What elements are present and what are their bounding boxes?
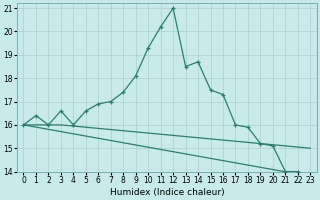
X-axis label: Humidex (Indice chaleur): Humidex (Indice chaleur) xyxy=(109,188,224,197)
